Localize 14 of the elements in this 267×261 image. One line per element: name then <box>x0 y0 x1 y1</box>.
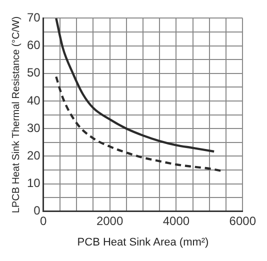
y-tick-label: 20 <box>26 148 41 163</box>
y-tick-label: 60 <box>26 38 41 52</box>
x-tick-label: 2000 <box>96 214 124 228</box>
line-series <box>55 18 216 153</box>
y-tick-label: 30 <box>26 120 41 135</box>
y-tick-label: 50 <box>26 66 41 80</box>
y-tick-label: 10 <box>26 176 41 190</box>
y-tick-label: 0 <box>34 204 41 218</box>
x-tick-label: 6000 <box>229 214 256 228</box>
y-tick-label: 40 <box>26 93 41 108</box>
x-axis-title: PCB Heat Sink Area (mm²) <box>77 236 209 248</box>
x-tick-label: 4000 <box>162 214 190 228</box>
y-axis-title: LPCB Heat Sink Thermal Resistance (°C/W) <box>10 16 22 214</box>
y-tick-label: 70 <box>26 10 41 25</box>
